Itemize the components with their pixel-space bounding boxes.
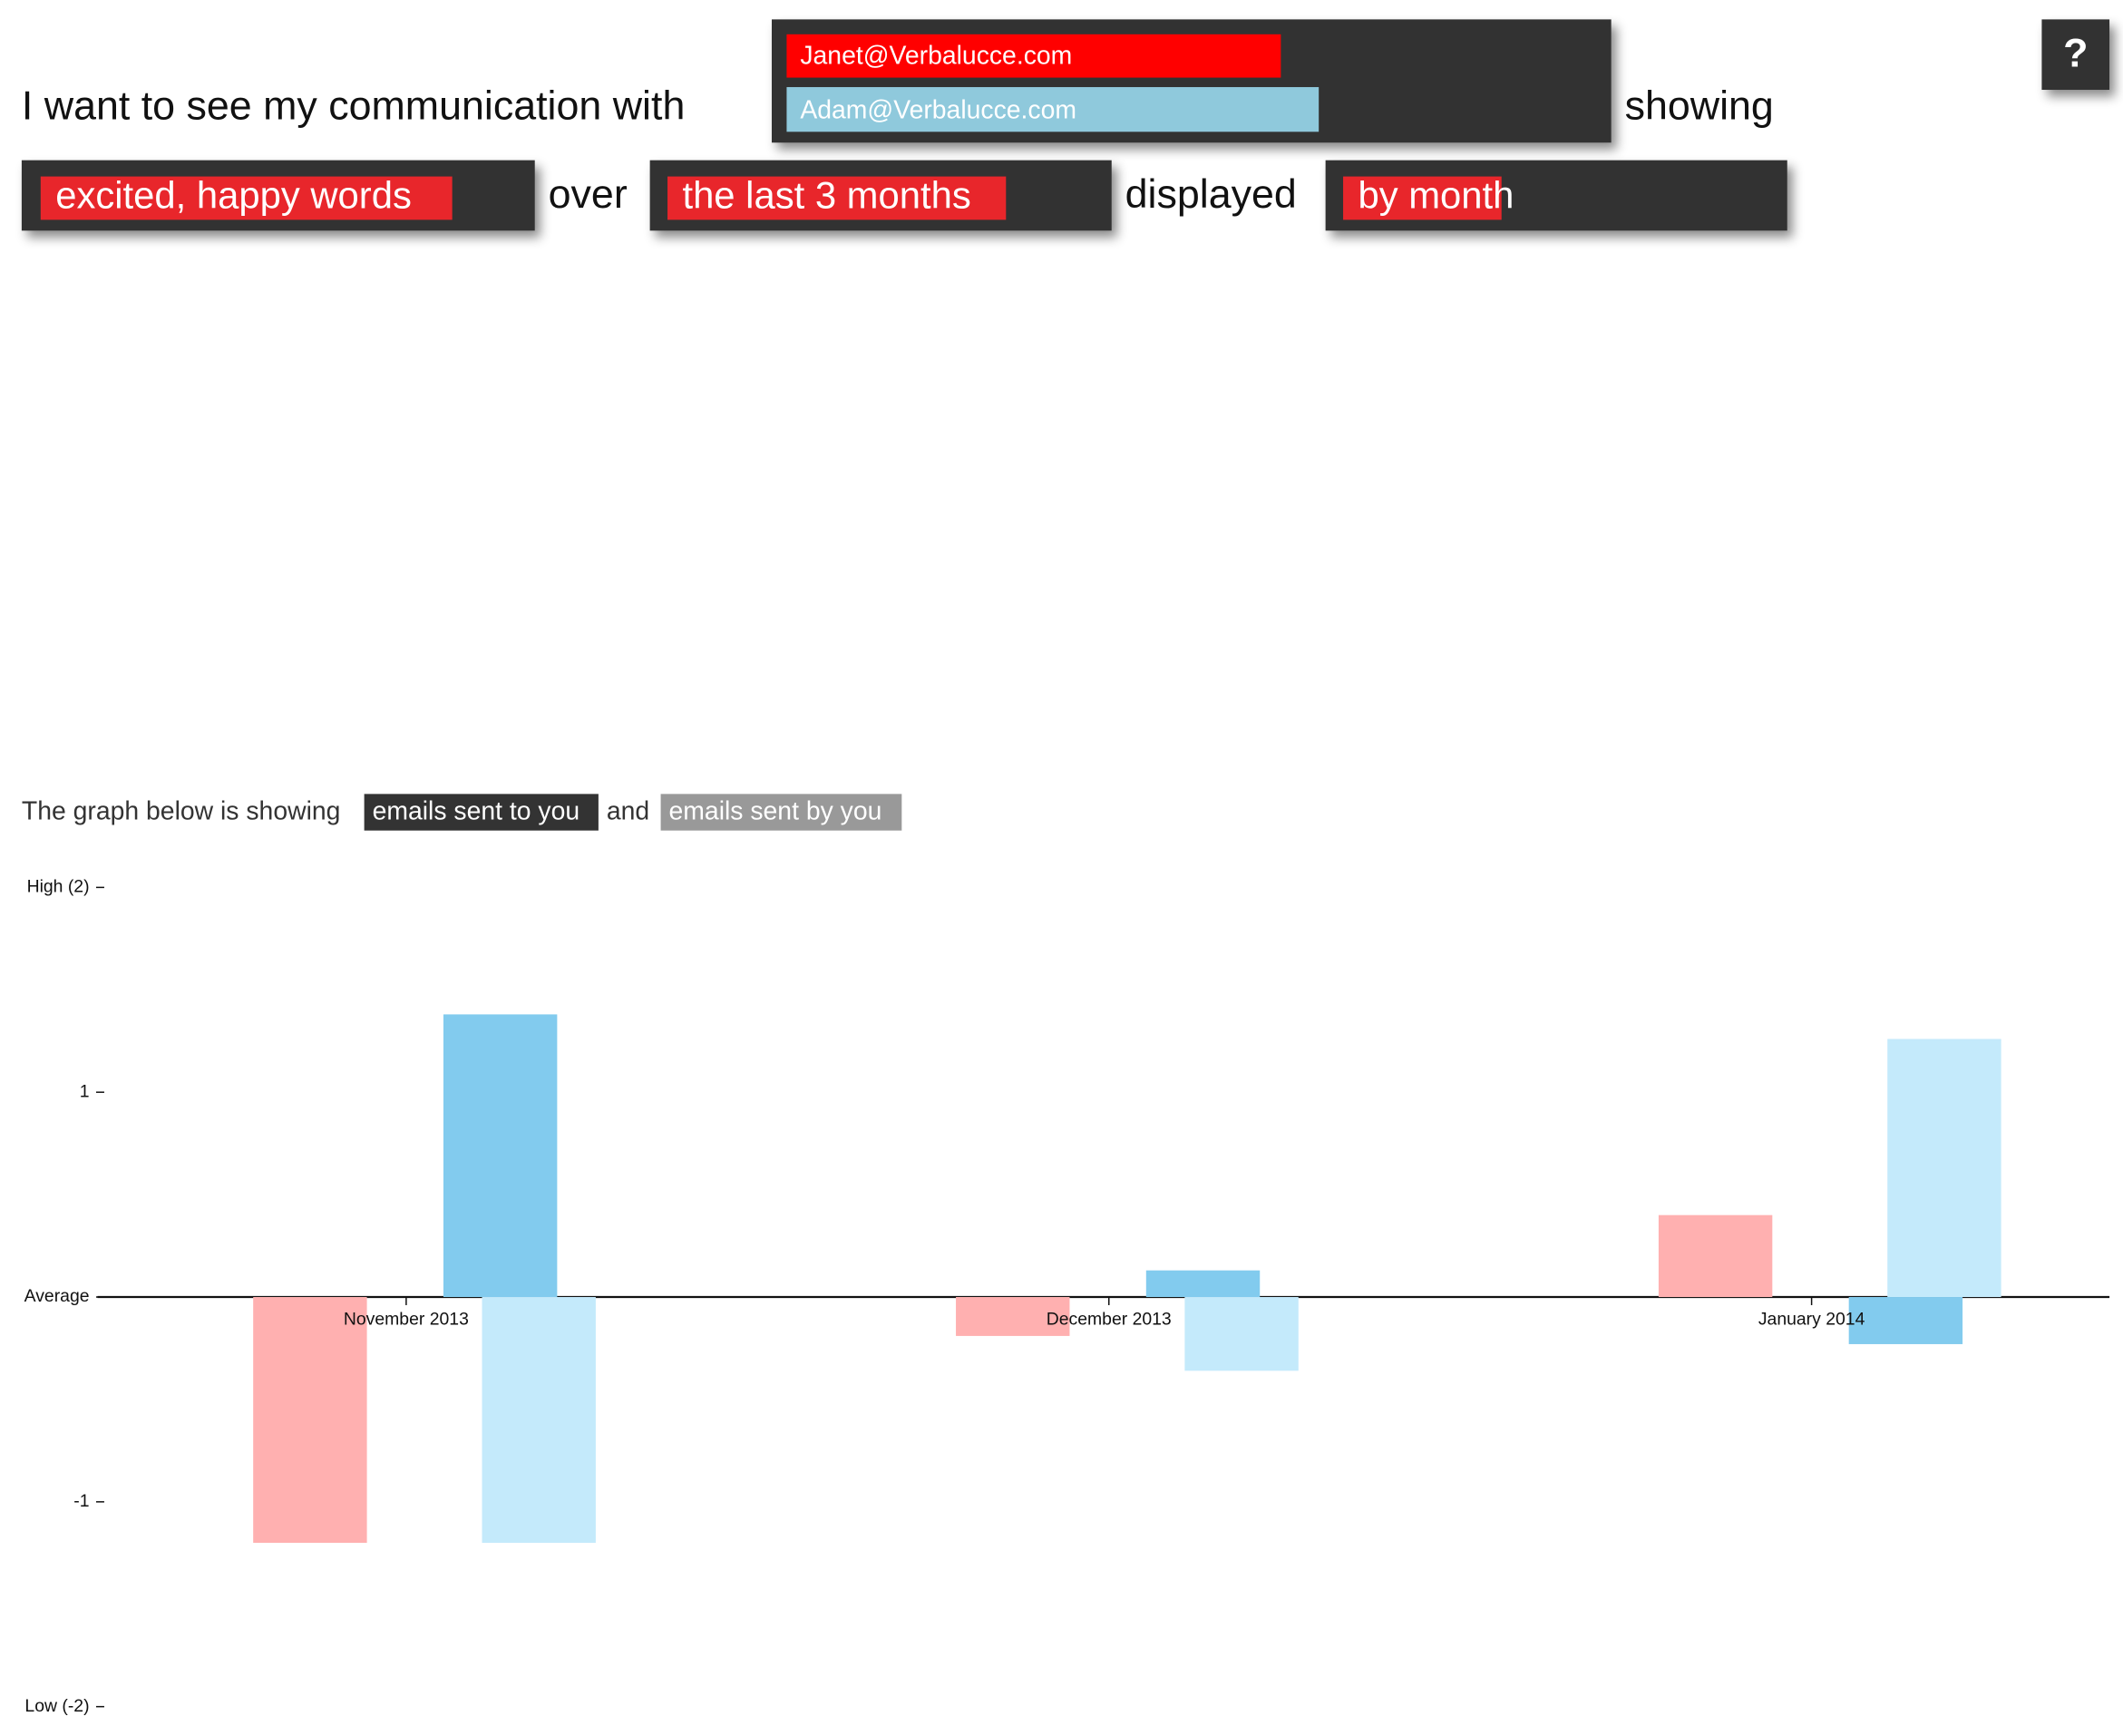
- y-tick-label: Average: [24, 1286, 90, 1306]
- period-chip[interactable]: [667, 176, 1007, 220]
- x-tick-label: December 2013: [1047, 1310, 1172, 1330]
- bar: [253, 1297, 367, 1543]
- grouping-chip[interactable]: [1343, 176, 1502, 220]
- legend-swatch: [364, 794, 599, 831]
- contact[interactable]: Adam@Verbalucce.com: [800, 95, 1076, 124]
- bar: [443, 1014, 558, 1298]
- prompt-text: over: [549, 171, 628, 217]
- legend-label: emails sent to you: [373, 797, 580, 826]
- help-button[interactable]: [2041, 19, 2110, 91]
- x-tick-label: November 2013: [344, 1310, 469, 1330]
- bar: [1887, 1039, 2001, 1298]
- prompt-text: showing: [1625, 83, 1774, 129]
- contact-chip[interactable]: [786, 34, 1281, 78]
- legend-label: emails sent by you: [669, 797, 882, 826]
- y-tick-label: High (2): [27, 877, 90, 897]
- y-tick-label: -1: [73, 1491, 89, 1511]
- measure-chip[interactable]: [40, 176, 453, 220]
- prompt-text: displayed: [1125, 171, 1297, 217]
- contact-chip[interactable]: [786, 87, 1320, 132]
- bar: [1848, 1297, 1963, 1344]
- bar: [1145, 1270, 1261, 1298]
- bar: [956, 1297, 1070, 1336]
- y-tick-label: Low (-2): [24, 1696, 89, 1716]
- bar: [482, 1297, 596, 1543]
- grouping[interactable]: by month: [1358, 174, 1514, 217]
- legend-swatch: [660, 794, 902, 831]
- bar: [1658, 1214, 1773, 1298]
- legend-text: The graph below is showing: [22, 797, 341, 826]
- measure[interactable]: excited, happy words: [55, 174, 412, 217]
- help-icon[interactable]: ?: [2063, 31, 2088, 76]
- bar: [1184, 1297, 1299, 1371]
- x-tick-label: January 2014: [1758, 1310, 1865, 1330]
- period[interactable]: the last 3 months: [682, 174, 970, 217]
- legend-text: and: [607, 797, 649, 826]
- y-tick-label: 1: [80, 1081, 90, 1101]
- chart: Low (-2) -1 Average 1 High (2) November 2013 D…: [24, 877, 2110, 1716]
- contact[interactable]: Janet@Verbalucce.com: [800, 42, 1072, 71]
- prompt-text: I want to see my communication with: [22, 83, 685, 129]
